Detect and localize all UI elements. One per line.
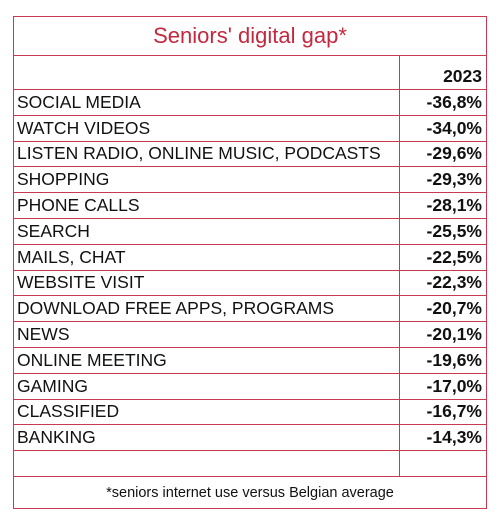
table-row: WEBSITE VISIT -22,3% [14, 270, 486, 297]
row-value: -20,7% [426, 298, 482, 319]
row-label: ONLINE MEETING [14, 347, 400, 373]
header-row: 2023 [14, 56, 486, 90]
table-row: WATCH VIDEOS -34,0% [14, 115, 486, 142]
table-footnote: *seniors internet use versus Belgian ave… [106, 484, 394, 501]
table-row: BANKING -14,3% [14, 425, 486, 452]
row-value: -14,3% [426, 427, 482, 448]
header-label-cell [14, 56, 400, 89]
row-value: -17,0% [426, 375, 482, 396]
row-label: NEWS [14, 322, 400, 347]
row-value: -34,0% [426, 117, 482, 138]
row-label: DOWNLOAD FREE APPS, PROGRAMS [14, 296, 400, 322]
header-year: 2023 [443, 66, 482, 86]
table-row: NEWS -20,1% [14, 322, 486, 348]
row-value: -29,3% [426, 169, 482, 190]
blank-label-cell [14, 451, 400, 477]
table-row: SHOPPING -29,3% [14, 167, 486, 194]
row-label: PHONE CALLS [14, 193, 400, 218]
row-value: -20,1% [426, 324, 482, 345]
table-row: SOCIAL MEDIA -36,8% [14, 90, 486, 116]
row-label: BANKING [14, 425, 400, 451]
table-title: Seniors' digital gap* [14, 17, 486, 56]
row-label: WEBSITE VISIT [14, 270, 400, 296]
table-row: GAMING -17,0% [14, 373, 486, 400]
table-body: SOCIAL MEDIA -36,8% WATCH VIDEOS -34,0% LIST… [14, 90, 486, 452]
table-row: LISTEN RADIO, ONLINE MUSIC, PODCASTS -29,… [14, 141, 486, 168]
row-value: -25,5% [426, 220, 482, 241]
row-label: GAMING [14, 373, 400, 399]
row-label: LISTEN RADIO, ONLINE MUSIC, PODCASTS [14, 141, 400, 167]
blank-value-cell [400, 451, 486, 476]
table-row: DOWNLOAD FREE APPS, PROGRAMS -20,7% [14, 296, 486, 323]
row-value: -22,5% [426, 246, 482, 267]
table-row: PHONE CALLS -28,1% [14, 193, 486, 219]
row-value: -19,6% [426, 349, 482, 370]
row-value: -28,1% [426, 195, 482, 216]
table-grid: 2023 SOCIAL MEDIA -36,8% WATCH VIDEOS -34,0… [14, 56, 486, 478]
blank-row [14, 451, 486, 478]
row-value: -36,8% [426, 91, 482, 112]
table-row: CLASSIFIED -16,7% [14, 399, 486, 426]
table-row: ONLINE MEETING -19,6% [14, 347, 486, 374]
row-value: -22,3% [426, 272, 482, 293]
row-label: SHOPPING [14, 167, 400, 193]
row-label: SOCIAL MEDIA [14, 90, 400, 115]
row-label: MAILS, CHAT [14, 244, 400, 270]
digital-gap-table: Seniors' digital gap* 2023 SOCIAL MEDIA -… [13, 16, 487, 510]
table-row: MAILS, CHAT -22,5% [14, 244, 486, 271]
row-label: CLASSIFIED [14, 399, 400, 425]
table-row: SEARCH -25,5% [14, 218, 486, 245]
row-value: -29,6% [426, 143, 482, 164]
row-label: SEARCH [14, 218, 400, 244]
row-label: WATCH VIDEOS [14, 115, 400, 141]
row-value: -16,7% [426, 401, 482, 422]
